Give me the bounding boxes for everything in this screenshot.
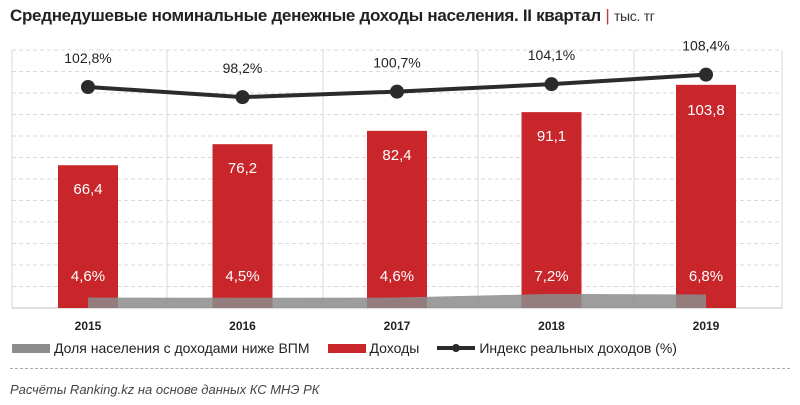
index-point bbox=[81, 80, 95, 94]
divider bbox=[10, 368, 790, 369]
bar-2015 bbox=[58, 165, 118, 308]
x-tick-label: 2015 bbox=[75, 319, 102, 333]
legend-item-income: Доходы bbox=[327, 340, 420, 356]
legend-item-index: Индекс реальных доходов (%) bbox=[437, 340, 677, 356]
index-point bbox=[235, 90, 250, 105]
share-label: 4,6% bbox=[380, 268, 414, 285]
x-tick-label: 2016 bbox=[229, 319, 256, 333]
index-point bbox=[699, 67, 713, 82]
index-label: 102,8% bbox=[64, 50, 111, 66]
bar-2017 bbox=[367, 130, 427, 308]
area-share bbox=[88, 293, 706, 308]
legend-label: Доходы bbox=[369, 340, 420, 356]
legend-swatch bbox=[327, 343, 366, 353]
title-text: Среднедушевые номинальные денежные доход… bbox=[10, 6, 601, 25]
share-label: 4,6% bbox=[71, 268, 105, 285]
legend-label: Индекс реальных доходов (%) bbox=[479, 340, 677, 356]
bar-value-label: 82,4 bbox=[382, 147, 411, 164]
chart-title: Среднедушевые номинальные денежные доход… bbox=[10, 6, 655, 26]
legend-line-icon bbox=[437, 344, 476, 352]
share-label: 7,2% bbox=[534, 268, 568, 285]
bar-2018 bbox=[521, 112, 582, 308]
legend: Доля населения с доходами ниже ВПМ Доход… bbox=[12, 340, 677, 356]
bar-value-label: 66,4 bbox=[73, 181, 102, 198]
x-tick-label: 2018 bbox=[538, 319, 565, 333]
share-label: 4,5% bbox=[225, 268, 259, 285]
chart: 66,4 76,2 82,4 91,1 103,8 4,6% 4,5% 4,6% 7,2% 6,8… bbox=[11, 38, 783, 333]
x-tick-label: 2017 bbox=[384, 319, 411, 333]
index-label: 108,4% bbox=[682, 38, 729, 54]
legend-swatch bbox=[12, 343, 50, 353]
source-note: Расчёты Ranking.kz на основе данных КС М… bbox=[10, 382, 320, 397]
bar-value-label: 76,2 bbox=[228, 160, 257, 177]
legend-item-share: Доля населения с доходами ниже ВПМ bbox=[12, 340, 310, 356]
index-point bbox=[544, 77, 559, 92]
bar-value-label: 91,1 bbox=[537, 128, 566, 145]
index-point bbox=[390, 84, 404, 99]
legend-label: Доля населения с доходами ниже ВПМ bbox=[54, 340, 310, 356]
index-label: 104,1% bbox=[528, 47, 575, 63]
unit-label: тыс. тг bbox=[613, 8, 655, 24]
bar-2019 bbox=[676, 84, 736, 308]
index-label: 98,2% bbox=[223, 60, 263, 76]
bar-2016 bbox=[212, 144, 273, 308]
separator: | bbox=[605, 6, 610, 25]
x-tick-label: 2019 bbox=[693, 319, 720, 333]
bar-value-label: 103,8 bbox=[687, 102, 725, 119]
share-label: 6,8% bbox=[689, 268, 723, 285]
index-label: 100,7% bbox=[373, 55, 420, 71]
